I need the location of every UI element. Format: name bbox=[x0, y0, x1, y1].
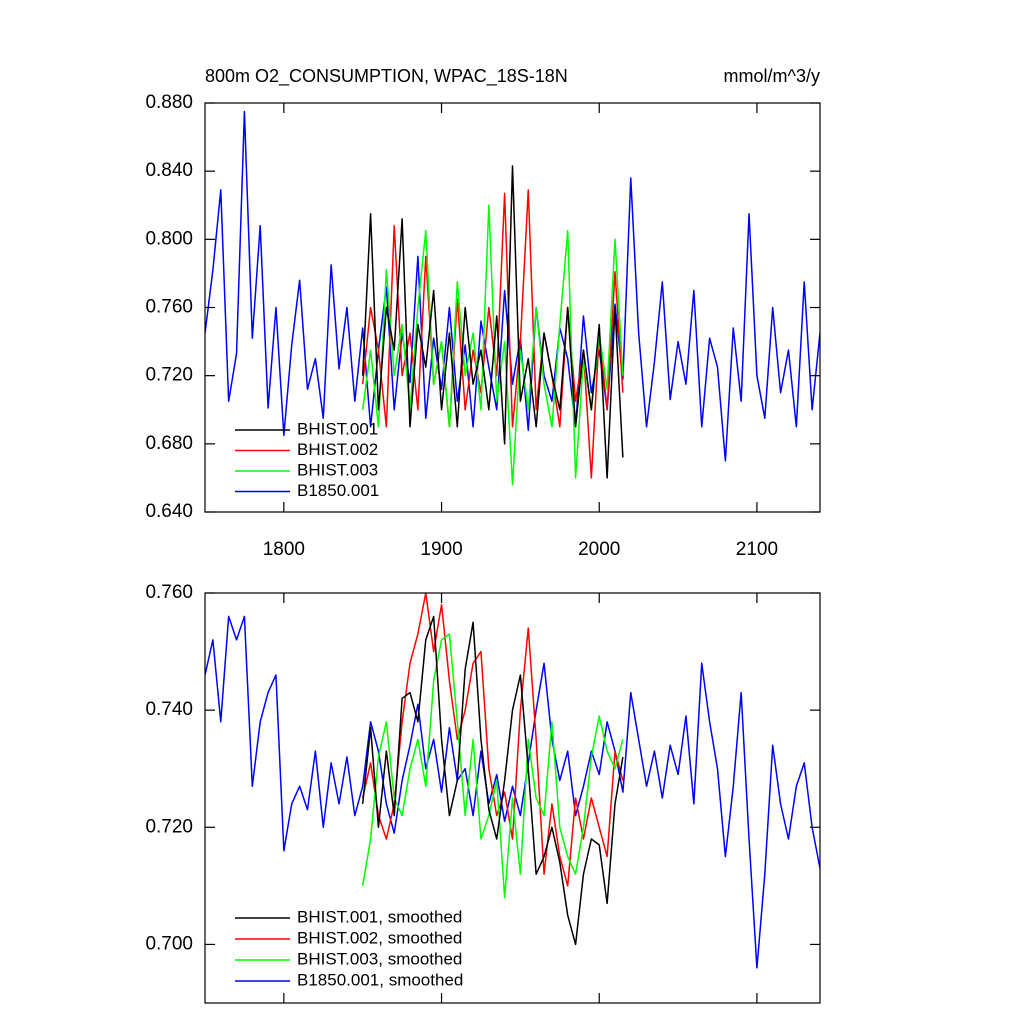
series-line bbox=[361, 633, 624, 899]
legend-label: B1850.001 bbox=[297, 481, 379, 500]
y-tick-label: 0.700 bbox=[145, 933, 193, 954]
y-tick-label: 0.720 bbox=[145, 365, 193, 386]
legend-label: BHIST.002 bbox=[297, 440, 378, 459]
series-line bbox=[361, 615, 624, 946]
y-tick-label: 0.880 bbox=[145, 92, 193, 113]
legend-label: BHIST.002, smoothed bbox=[297, 928, 462, 947]
x-tick-label: 2000 bbox=[578, 539, 620, 560]
series-line bbox=[361, 204, 624, 486]
plot-area bbox=[205, 593, 820, 969]
y-tick-label: 0.720 bbox=[145, 816, 193, 837]
series-line bbox=[361, 593, 624, 887]
plot-frame bbox=[204, 592, 821, 1004]
legend-label: BHIST.003, smoothed bbox=[297, 949, 462, 968]
y-tick-label: 0.760 bbox=[145, 297, 193, 318]
y-tick-label: 0.800 bbox=[145, 228, 193, 249]
x-tick-label: 1800 bbox=[263, 539, 305, 560]
y-tick-label: 0.760 bbox=[145, 582, 193, 603]
legend-label: BHIST.003 bbox=[297, 460, 378, 479]
series-line bbox=[361, 189, 624, 479]
legend-label: B1850.001, smoothed bbox=[297, 970, 463, 989]
x-tick-label: 2100 bbox=[736, 539, 778, 560]
legend-label: BHIST.001 bbox=[297, 419, 378, 438]
y-tick-label: 0.840 bbox=[145, 160, 193, 181]
y-tick-label: 0.740 bbox=[145, 699, 193, 720]
chart-title: 800m O2_CONSUMPTION, WPAC_18S-18N bbox=[205, 66, 568, 87]
units-label: mmol/m^3/y bbox=[724, 66, 820, 86]
series-line bbox=[361, 165, 624, 479]
y-tick-label: 0.680 bbox=[145, 433, 193, 454]
series-line bbox=[205, 615, 820, 969]
legend-label: BHIST.001, smoothed bbox=[297, 907, 462, 926]
y-tick-label: 0.640 bbox=[145, 501, 193, 522]
plot-area bbox=[205, 110, 820, 486]
x-tick-label: 1900 bbox=[420, 539, 462, 560]
series-line bbox=[205, 110, 820, 462]
